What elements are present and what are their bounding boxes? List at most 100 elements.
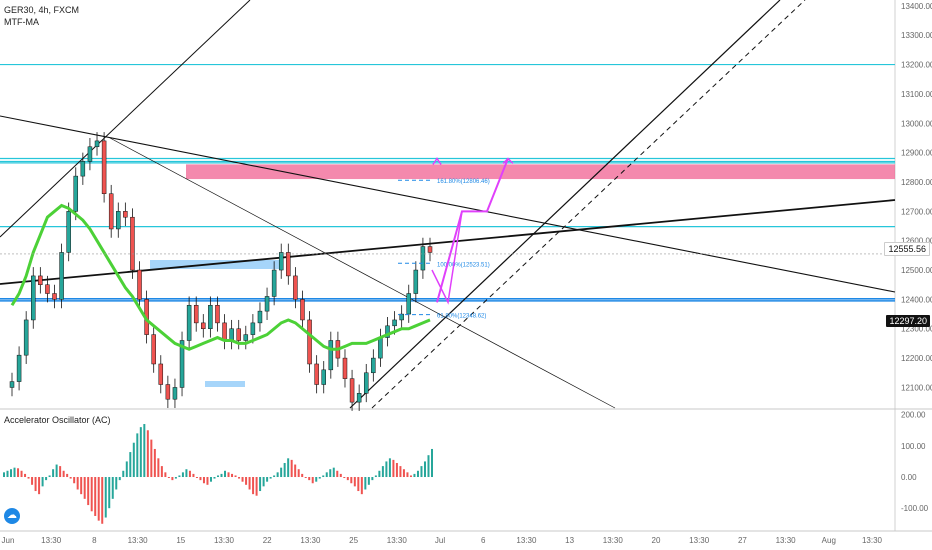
price-tick-label: 12200.00 <box>901 354 932 363</box>
candle-body <box>101 140 107 194</box>
fib-level-label: 161.80%(12806.46) <box>437 179 490 185</box>
current-price-tag: 12555.56 <box>884 242 930 256</box>
time-tick-label: 13:30 <box>214 536 235 545</box>
oscillator-bar <box>431 448 433 478</box>
oscillator-bar <box>276 472 279 478</box>
price-tick-label: 12400.00 <box>901 295 932 304</box>
price-tick-label: 12500.00 <box>901 266 932 275</box>
oscillator-bar <box>259 477 262 492</box>
oscillator-bar <box>80 477 83 495</box>
candle-body <box>264 296 270 312</box>
oscillator-bar <box>420 466 423 478</box>
candle-body <box>349 378 355 403</box>
candle-body <box>250 322 256 335</box>
oscillator-bar <box>115 477 118 490</box>
oscillator-bar <box>125 461 128 478</box>
oscillator-bar <box>76 477 79 490</box>
oscillator-bar <box>55 464 58 478</box>
oscillator-bar <box>252 477 255 495</box>
candle-body <box>123 211 128 218</box>
price-tick-label: 12300.00 <box>901 325 932 334</box>
oscillator-bar <box>10 469 13 478</box>
oscillator-bar <box>227 472 230 478</box>
time-tick-label: 13:30 <box>776 536 797 545</box>
candle-body <box>392 319 397 327</box>
candle-body <box>307 319 312 365</box>
oscillator-bar <box>238 477 241 479</box>
oscillator-bar <box>171 477 174 481</box>
oscillator-bar <box>371 477 374 481</box>
oscillator-bar <box>34 477 37 492</box>
candle-body <box>73 175 79 212</box>
candle-body <box>420 246 426 271</box>
price-tick-label: 13200.00 <box>901 61 932 70</box>
time-tick-label: 20 <box>652 536 661 545</box>
candle-body <box>80 161 86 177</box>
time-tick-label: 13:30 <box>603 536 624 545</box>
candle-body <box>45 284 50 294</box>
time-tick-label: 13:30 <box>862 536 883 545</box>
oscillator-bar <box>83 477 86 499</box>
oscillator-legend[interactable]: Accelerator Oscillator (AC) <box>4 415 111 425</box>
time-tick-label: 27 <box>738 536 747 545</box>
oscillator-bar <box>3 472 5 478</box>
candle-body <box>278 252 284 271</box>
oscillator-bar <box>311 477 314 484</box>
oscillator-bar <box>224 470 227 478</box>
oscillator-bar <box>301 473 304 478</box>
channel-line-dashed <box>371 0 806 409</box>
candle-body <box>222 322 227 341</box>
oscillator-bar <box>353 477 356 487</box>
candle-body <box>378 337 383 359</box>
candle-body <box>66 211 71 253</box>
oscillator-bar <box>97 477 100 521</box>
candle-body <box>371 357 376 374</box>
oscillator-bar <box>406 472 409 478</box>
projection-arrow <box>502 157 514 165</box>
oscillator-bar <box>395 462 398 478</box>
oscillator-bar <box>111 477 114 499</box>
oscillator-bar <box>178 475 181 478</box>
oscillator-bar <box>346 477 349 481</box>
oscillator-bar <box>17 468 20 478</box>
oscillator-bar <box>213 477 216 479</box>
price-tick-label: 12100.00 <box>901 383 932 392</box>
candle-body <box>356 393 362 403</box>
oscillator-bar <box>427 455 430 478</box>
osc-tick-label: 0.00 <box>901 473 917 482</box>
time-tick-label: 13:30 <box>689 536 710 545</box>
time-tick-label: 6 <box>481 536 486 545</box>
candle-body <box>413 269 419 294</box>
candle-body <box>151 334 156 365</box>
candle-body <box>229 328 234 341</box>
oscillator-bar <box>143 424 146 478</box>
oscillator-bar <box>304 477 307 479</box>
oscillator-bar <box>290 459 293 478</box>
tradingview-logo-icon[interactable]: ☁ <box>4 508 20 524</box>
time-tick-label: Aug <box>822 536 836 545</box>
candle-body <box>172 387 178 400</box>
oscillator-bar <box>388 458 391 478</box>
oscillator-bar <box>385 461 388 478</box>
symbol-legend[interactable]: GER30, 4h, FXCM <box>4 5 80 15</box>
indicator-legend[interactable]: MTF-MA <box>4 17 39 27</box>
fib-level-label: 100.00%(12523.51) <box>437 262 490 268</box>
oscillator-bar <box>24 473 27 478</box>
oscillator-bar <box>364 477 367 490</box>
oscillator-bar <box>52 469 55 478</box>
candle-body <box>179 340 185 388</box>
candle-body <box>31 275 36 321</box>
oscillator-bar <box>399 466 402 478</box>
candle-body <box>215 305 220 324</box>
oscillator-bar <box>343 477 346 479</box>
candle-body <box>300 299 305 321</box>
oscillator-bar <box>308 477 311 481</box>
candle-body <box>186 305 192 341</box>
ma-line <box>10 203 431 351</box>
candle-body <box>201 322 206 329</box>
candle-body <box>9 381 15 388</box>
oscillator-bar <box>38 477 41 495</box>
oscillator-bar <box>273 475 276 478</box>
candle-body <box>328 340 334 371</box>
